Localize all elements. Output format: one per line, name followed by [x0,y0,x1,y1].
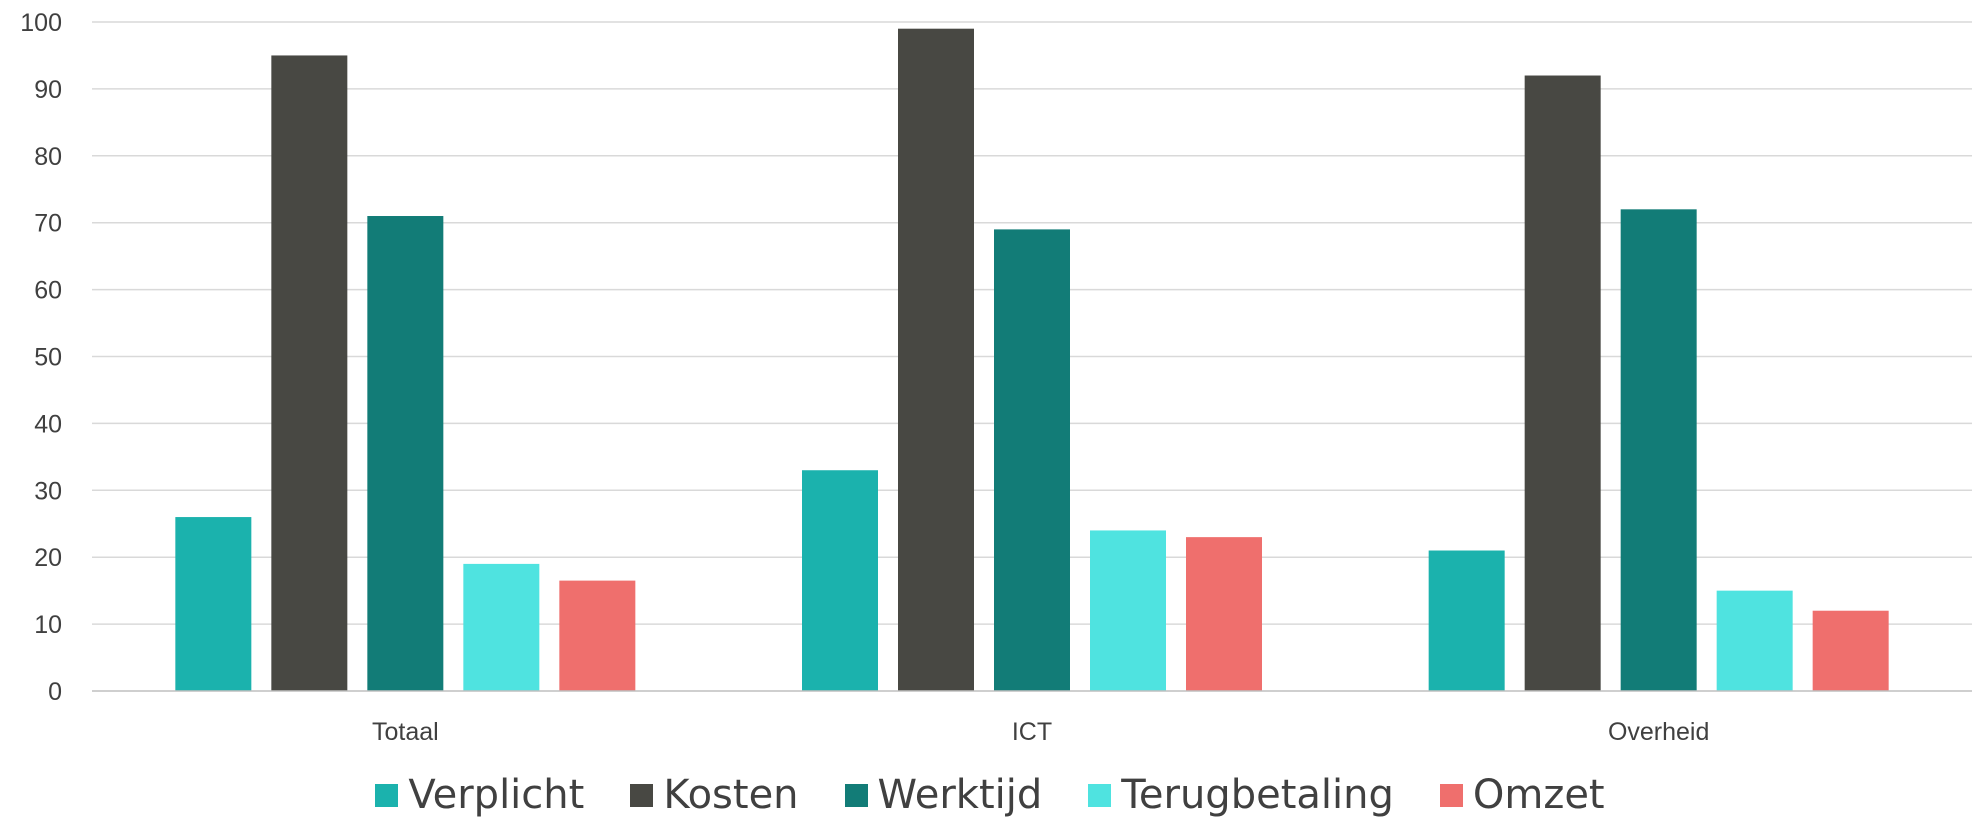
y-tick-label: 70 [34,210,62,238]
legend-item-terugbetaling: Terugbetaling [1088,775,1394,815]
y-tick-label: 60 [34,277,62,305]
bar-kosten-overheid [1524,75,1601,691]
y-tick-label: 50 [34,344,62,372]
bar-terugbetaling-overheid [1716,590,1793,691]
bar-werktijd-ict [994,229,1070,691]
legend-label: Omzet [1472,772,1605,818]
legend-label: Werktijd [877,772,1043,818]
legend-label: Terugbetaling [1121,772,1394,818]
legend-swatch [630,783,654,807]
bar-verplicht-totaal [175,517,252,691]
bar-terugbetaling-ict [1090,530,1166,691]
bar-terugbetaling-totaal [463,563,540,691]
category-label: Overheid [1608,718,1709,746]
legend-item-werktijd: Werktijd [844,772,1043,818]
bar-omzet-ict [1186,537,1262,691]
y-tick-label: 30 [34,477,62,505]
legend-item-verplicht: Verplicht [375,775,584,815]
y-tick-label: 20 [34,544,62,572]
legend-item-omzet: Omzet [1439,772,1605,818]
bar-verplicht-overheid [1428,550,1505,691]
y-tick-label: 0 [48,678,62,706]
bar-kosten-totaal [271,55,348,691]
y-tick-label: 10 [34,611,62,639]
category-label: ICT [1012,718,1052,746]
y-tick-label: 90 [34,76,62,104]
bar-chart: 0 10 20 30 40 50 60 70 80 90 100 Totaal ICT Overheid [20,9,1972,746]
legend-item-kosten: Kosten [630,772,799,818]
legend-label: Verplicht [408,772,585,818]
legend-label: Kosten [663,772,799,818]
x-axis-category-labels: Totaal ICT Overheid [372,718,1709,746]
y-tick-label: 40 [34,410,62,438]
legend-swatch [844,783,868,807]
bar-omzet-totaal [559,580,636,691]
bars [175,28,1889,691]
bar-werktijd-totaal [367,216,444,691]
bar-omzet-overheid [1812,610,1889,691]
legend: Verplicht Kosten Werktijd Terugbetaling Omze… [0,768,1980,822]
category-label: Totaal [372,718,439,746]
legend-swatch [1439,783,1463,807]
bar-werktijd-overheid [1620,209,1697,691]
y-axis-tick-labels: 0 10 20 30 40 50 60 70 80 90 100 [20,9,62,706]
legend-swatch [1088,783,1112,807]
bar-verplicht-ict [802,470,878,691]
bar-kosten-ict [898,28,974,691]
y-tick-label: 80 [34,143,62,171]
legend-swatch [375,783,399,807]
y-tick-label: 100 [20,9,62,37]
